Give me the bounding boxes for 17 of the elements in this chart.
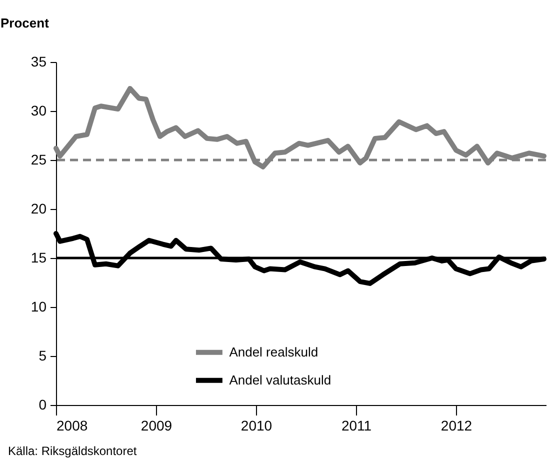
y-tick-label: 5 bbox=[38, 348, 47, 364]
y-tick-label: 10 bbox=[30, 298, 47, 314]
legend-label: Andel realskuld bbox=[229, 344, 318, 360]
x-tick-label: 2008 bbox=[56, 418, 88, 434]
legend-label: Andel valutaskuld bbox=[229, 372, 332, 388]
x-tick-label: 2012 bbox=[440, 418, 472, 434]
y-tick-label: 20 bbox=[30, 200, 47, 216]
y-tick-label: 25 bbox=[30, 152, 47, 168]
y-tick-label: 0 bbox=[38, 396, 47, 412]
y-axis-title: Procent bbox=[0, 16, 50, 30]
y-tick-label: 35 bbox=[30, 54, 47, 70]
x-tick-label: 2009 bbox=[140, 418, 172, 434]
text: Källa: Riksgäldskontoret bbox=[8, 444, 137, 458]
y-tick-label: 15 bbox=[30, 250, 47, 266]
x-tick-label: 2011 bbox=[341, 418, 372, 434]
y-tick-label: 30 bbox=[30, 102, 47, 118]
x-tick-label: 2010 bbox=[240, 418, 272, 434]
